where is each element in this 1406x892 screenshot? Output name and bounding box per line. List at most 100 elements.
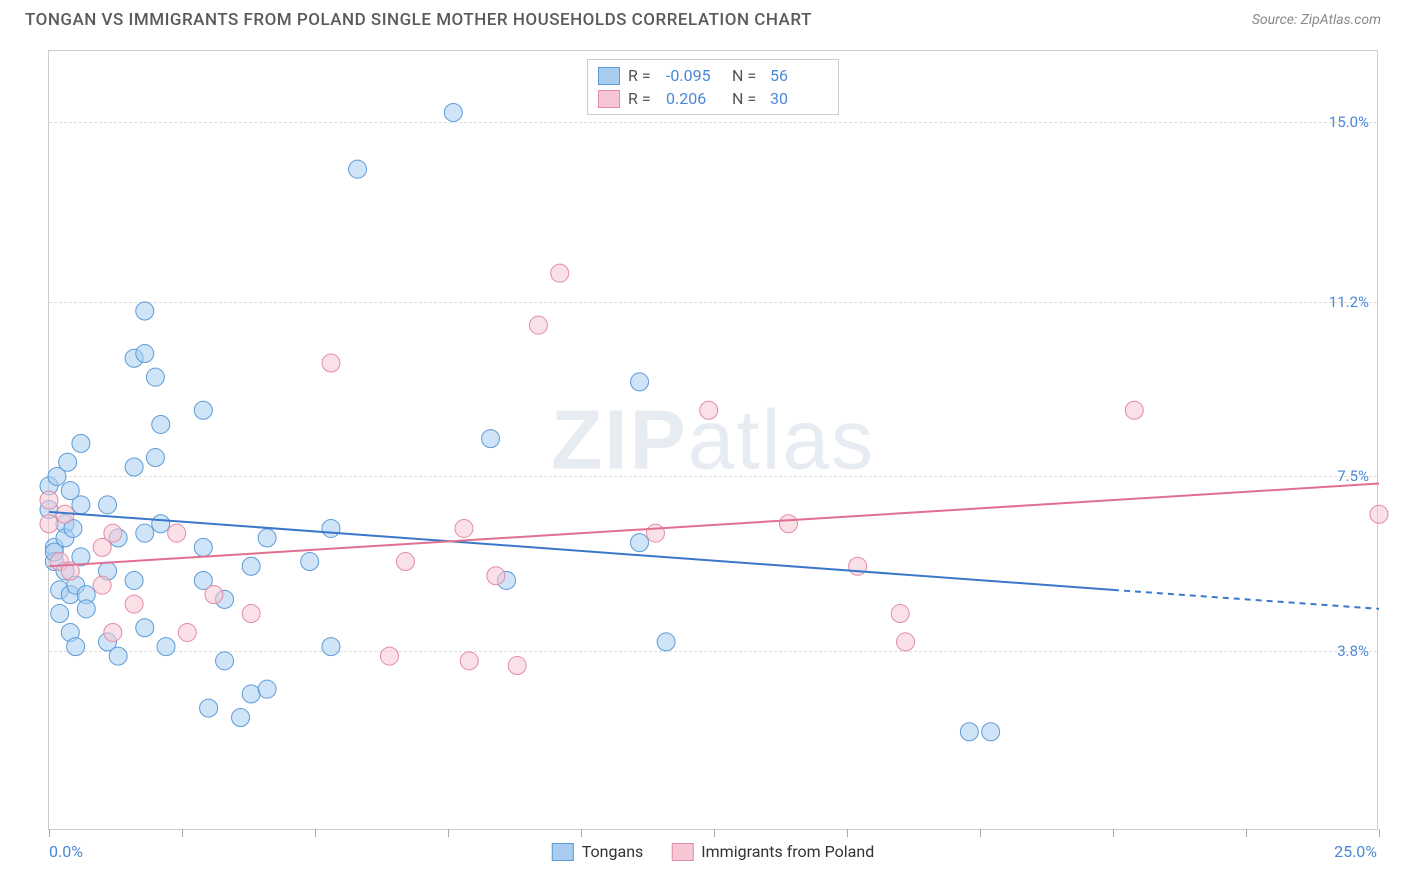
data-point (982, 723, 1000, 741)
data-point (460, 652, 478, 670)
data-point (1370, 505, 1388, 523)
data-point (77, 600, 95, 618)
x-tick (1246, 829, 1247, 837)
legend-n-value-1: 56 (770, 66, 828, 85)
data-point (178, 623, 196, 641)
data-point (482, 430, 500, 448)
scatter-plot-svg (49, 51, 1377, 829)
data-point (258, 529, 276, 547)
chart-source: Source: ZipAtlas.com (1252, 12, 1381, 28)
data-point (258, 680, 276, 698)
data-point (205, 586, 223, 604)
data-point (779, 515, 797, 533)
data-point (897, 633, 915, 651)
legend-n-value-2: 30 (770, 89, 828, 108)
legend-n-label: N = (732, 89, 762, 108)
data-point (125, 595, 143, 613)
data-point (657, 633, 675, 651)
data-point (322, 519, 340, 537)
data-point (194, 401, 212, 419)
data-point (40, 491, 58, 509)
data-point (194, 538, 212, 556)
x-tick (315, 829, 316, 837)
data-point (349, 160, 367, 178)
x-tick (980, 829, 981, 837)
data-point (444, 103, 462, 121)
data-point (152, 515, 170, 533)
data-point (146, 449, 164, 467)
legend-r-value-1: -0.095 (666, 66, 724, 85)
data-point (99, 496, 117, 514)
data-point (529, 316, 547, 334)
data-point (631, 534, 649, 552)
data-point (51, 605, 69, 623)
data-point (125, 458, 143, 476)
data-point (396, 553, 414, 571)
data-point (455, 519, 473, 537)
data-point (960, 723, 978, 741)
data-point (136, 302, 154, 320)
data-point (487, 567, 505, 585)
legend-label-poland: Immigrants from Poland (701, 842, 874, 861)
chart-header: TONGAN VS IMMIGRANTS FROM POLAND SINGLE … (0, 0, 1406, 35)
data-point (104, 524, 122, 542)
data-point (1125, 401, 1143, 419)
x-tick (1113, 829, 1114, 837)
data-point (72, 496, 90, 514)
x-tick (1379, 829, 1380, 837)
data-point (157, 638, 175, 656)
data-point (146, 368, 164, 386)
data-point (93, 576, 111, 594)
legend-correlation-box: R = -0.095 N = 56 R = 0.206 N = 30 (587, 59, 839, 115)
data-point (646, 524, 664, 542)
data-point (380, 647, 398, 665)
x-axis-max-label: 25.0% (1334, 842, 1377, 861)
data-point (322, 354, 340, 372)
trend-line (49, 484, 1379, 567)
data-point (551, 264, 569, 282)
data-point (200, 699, 218, 717)
data-point (631, 373, 649, 391)
data-point (232, 709, 250, 727)
data-point (322, 638, 340, 656)
x-axis-min-label: 0.0% (49, 842, 83, 861)
legend-r-value-2: 0.206 (666, 89, 724, 108)
legend-swatch-tongans (552, 843, 574, 861)
chart-plot-area: ZIPatlas 3.8%7.5%11.2%15.0% R = -0.095 N… (48, 50, 1378, 830)
data-point (136, 619, 154, 637)
data-point (104, 623, 122, 641)
trend-line-extrapolated (1113, 590, 1379, 609)
data-point (242, 605, 260, 623)
data-point (700, 401, 718, 419)
x-tick (581, 829, 582, 837)
data-point (891, 605, 909, 623)
data-point (301, 553, 319, 571)
data-point (152, 415, 170, 433)
data-point (40, 515, 58, 533)
data-point (168, 524, 186, 542)
x-tick (49, 829, 50, 837)
data-point (216, 652, 234, 670)
legend-n-label: N = (732, 66, 762, 85)
legend-row-series-2: R = 0.206 N = 30 (598, 87, 828, 110)
x-tick (182, 829, 183, 837)
legend-r-label: R = (628, 89, 658, 108)
legend-swatch-poland (598, 90, 620, 108)
data-point (125, 571, 143, 589)
data-point (136, 345, 154, 363)
data-point (242, 557, 260, 575)
legend-bottom: Tongans Immigrants from Poland (552, 842, 874, 861)
data-point (508, 657, 526, 675)
legend-label-tongans: Tongans (582, 842, 644, 861)
x-tick (714, 829, 715, 837)
chart-title: TONGAN VS IMMIGRANTS FROM POLAND SINGLE … (25, 10, 812, 30)
legend-row-series-1: R = -0.095 N = 56 (598, 64, 828, 87)
legend-bottom-item-poland: Immigrants from Poland (671, 842, 874, 861)
data-point (109, 647, 127, 665)
legend-bottom-item-tongans: Tongans (552, 842, 644, 861)
legend-r-label: R = (628, 66, 658, 85)
data-point (242, 685, 260, 703)
x-tick (448, 829, 449, 837)
legend-swatch-poland (671, 843, 693, 861)
x-tick (847, 829, 848, 837)
